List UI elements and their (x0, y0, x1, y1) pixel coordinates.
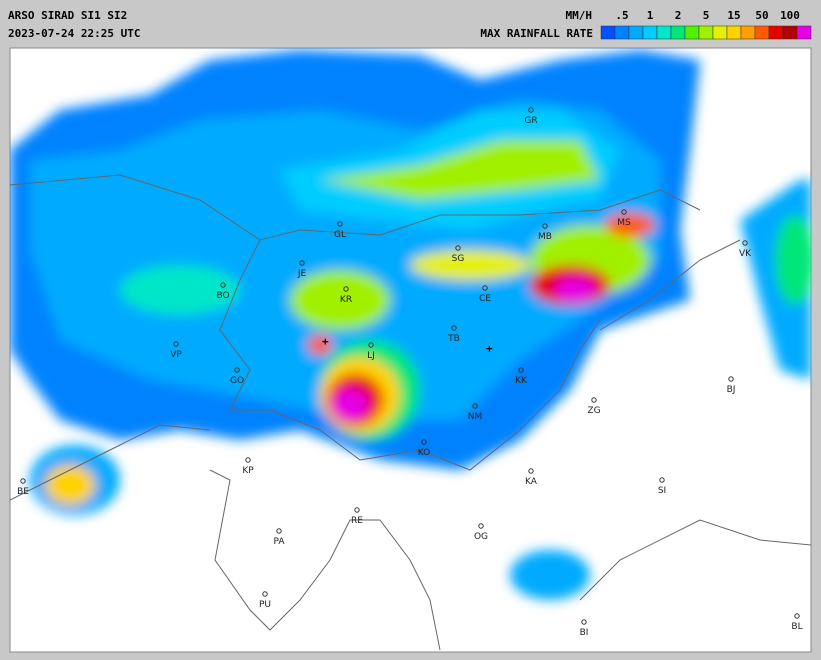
legend-swatch (726, 25, 742, 40)
legend-unit: MM/H (566, 9, 593, 22)
place-label: ZG (587, 406, 600, 416)
place-label: GR (524, 116, 537, 126)
place-marker (368, 342, 374, 348)
place-label: BL (791, 622, 802, 632)
header-title: ARSO SIRAD SI1 SI2 (8, 9, 127, 22)
place-marker (591, 397, 597, 403)
place-label: KA (525, 477, 538, 487)
place-marker (482, 285, 488, 291)
legend-swatch (754, 25, 770, 40)
place-label: MB (538, 232, 552, 242)
place-label: BE (17, 487, 29, 497)
place-label: VK (739, 249, 752, 259)
place-label: MS (617, 218, 631, 228)
legend-label: 100 (780, 9, 800, 22)
place-label: SI (658, 486, 666, 496)
place-marker (451, 325, 457, 331)
legend-swatch (628, 25, 644, 40)
place-marker (542, 223, 548, 229)
legend-label: .5 (615, 9, 628, 22)
place-label: OG (474, 532, 488, 542)
place-marker (528, 107, 534, 113)
place-label: BO (216, 291, 229, 301)
place-label: CE (479, 294, 491, 304)
legend-swatch (698, 25, 714, 40)
radar-echoes (10, 50, 811, 651)
legend-swatch (796, 25, 812, 40)
place-label: GL (334, 230, 346, 240)
place-marker (621, 209, 627, 215)
place-label: KK (515, 376, 528, 386)
place-marker (234, 367, 240, 373)
place-marker (478, 523, 484, 529)
place-label: RE (351, 516, 363, 526)
place-label: BJ (727, 385, 736, 395)
place-marker (659, 477, 665, 483)
legend-swatch (656, 25, 672, 40)
place-marker (173, 341, 179, 347)
legend: .5 1 2 5 15 50 100 (600, 9, 812, 40)
radar-site: + (322, 335, 329, 348)
place-label: SG (452, 254, 465, 264)
legend-label: 15 (727, 9, 740, 22)
place-marker (262, 591, 268, 597)
legend-label: 1 (647, 9, 654, 22)
place-label: NM (468, 412, 483, 422)
legend-swatch (782, 25, 798, 40)
place-label: TB (447, 334, 460, 344)
place-marker (220, 282, 226, 288)
legend-swatch (600, 25, 616, 40)
place-marker (472, 403, 478, 409)
place-marker (245, 457, 251, 463)
place-label: KO (418, 448, 431, 458)
place-marker (742, 240, 748, 246)
legend-swatch (642, 25, 658, 40)
place-label: PA (273, 537, 285, 547)
legend-label: 2 (675, 9, 682, 22)
place-marker (455, 245, 461, 251)
radar-site: + (486, 342, 493, 355)
place-marker (337, 221, 343, 227)
header-timestamp: 2023-07-24 22:25 UTC (8, 27, 140, 40)
legend-swatch (670, 25, 686, 40)
place-marker (354, 507, 360, 513)
legend-label: 5 (703, 9, 710, 22)
place-label: LJ (367, 351, 375, 361)
place-label: BI (580, 628, 589, 638)
place-marker (528, 468, 534, 474)
place-marker (276, 528, 282, 534)
place-marker (343, 286, 349, 292)
legend-label: 50 (755, 9, 768, 22)
place-marker (20, 478, 26, 484)
legend-swatch (740, 25, 756, 40)
place-label: GO (230, 376, 244, 386)
legend-title: MAX RAINFALL RATE (480, 27, 593, 40)
place-label: PU (259, 600, 271, 610)
place-marker (299, 260, 305, 266)
legend-swatch (712, 25, 728, 40)
place-marker (421, 439, 427, 445)
place-marker (794, 613, 800, 619)
legend-swatch (684, 25, 700, 40)
legend-swatch (768, 25, 784, 40)
place-label: JE (297, 269, 307, 279)
legend-swatch (614, 25, 630, 40)
place-label: KP (242, 466, 254, 476)
place-marker (581, 619, 587, 625)
place-label: KR (340, 295, 352, 305)
place-marker (728, 376, 734, 382)
places: GR GL KR BO VP GO JE SG MB CE TB LJ KK NM ZG BJ VK MS KO KP… (17, 107, 803, 638)
place-label: VP (170, 350, 182, 360)
place-marker (518, 367, 524, 373)
